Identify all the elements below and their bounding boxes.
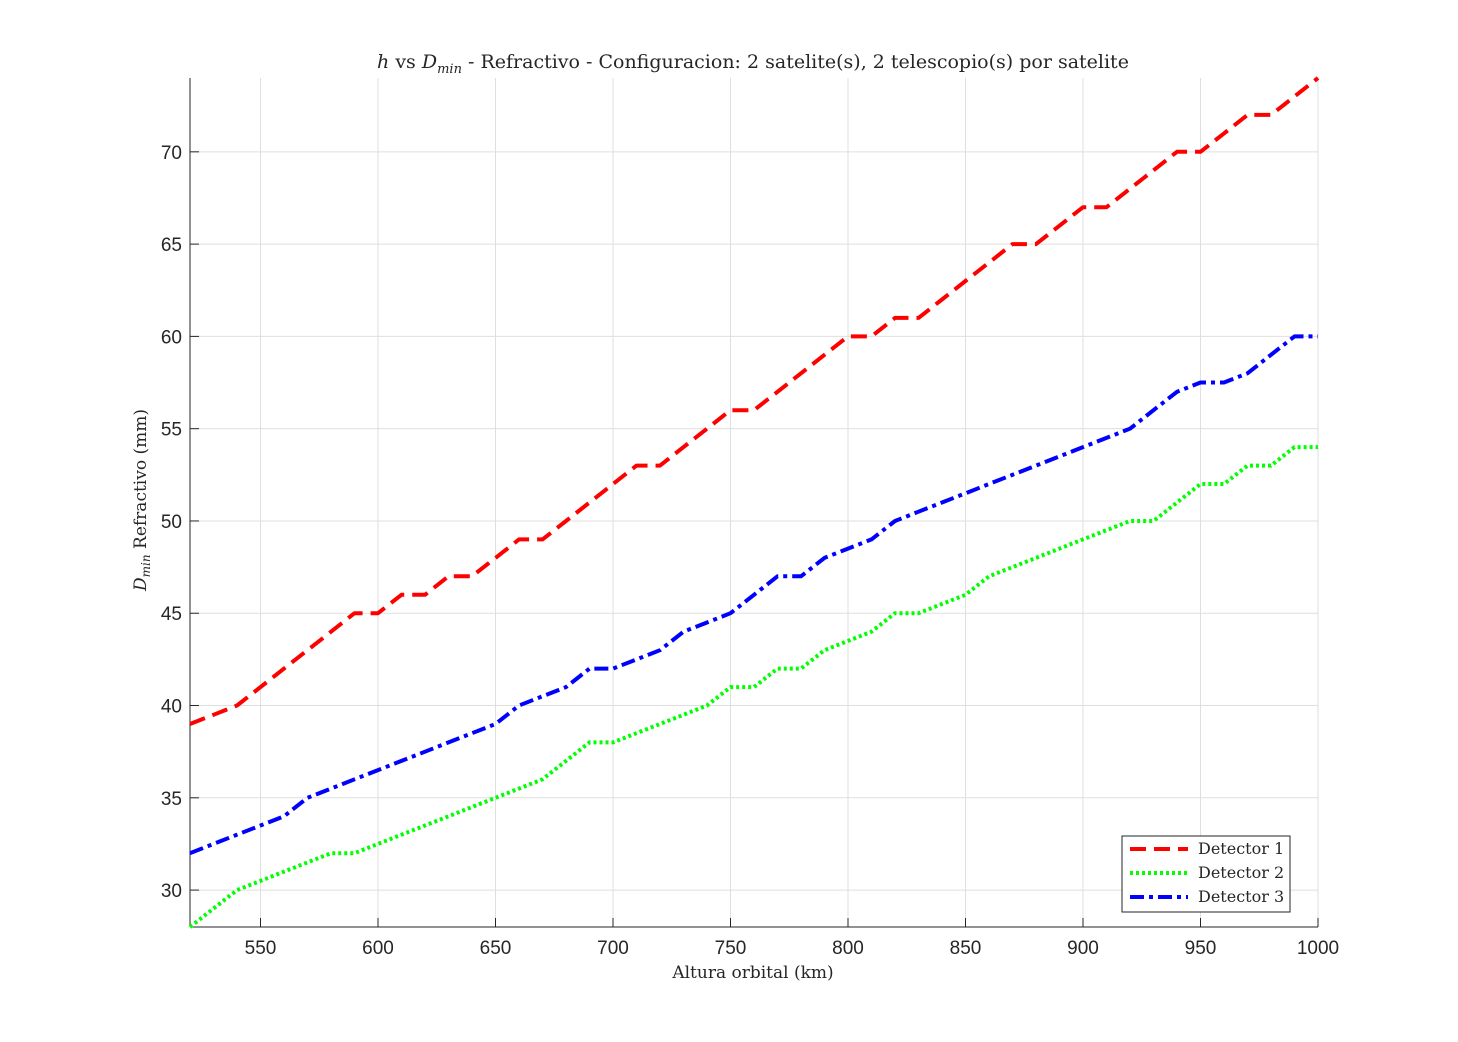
y-tick-label-70: 70	[161, 143, 182, 164]
x-tick-label-700: 700	[597, 938, 629, 959]
legend-label-detector-1: Detector 1	[1198, 839, 1284, 858]
plot-area: 550 600 650 700 750 800 850 900 950 1000 30 35 40 45 5…	[161, 76, 1339, 959]
title-vs: vs	[389, 51, 422, 73]
ylabel-d-sub: min	[139, 554, 153, 577]
y-tick-label-55: 55	[161, 420, 182, 441]
x-tick-label-850: 850	[950, 938, 982, 959]
chart-title: h vs Dmin - Refractivo - Configuracion: …	[377, 51, 1129, 77]
ylabel-rest: Refractivo (mm)	[131, 409, 151, 554]
x-tick-label-900: 900	[1067, 938, 1099, 959]
y-tick-label-60: 60	[161, 327, 182, 348]
series-line-detector-1	[189, 76, 1320, 726]
x-axis-label: Altura orbital (km)	[671, 963, 833, 983]
title-d: D	[421, 51, 437, 73]
y-tick-label-65: 65	[161, 235, 182, 256]
y-tick-label-45: 45	[161, 604, 182, 625]
x-tick-label-750: 750	[715, 938, 747, 959]
y-tick-label-35: 35	[161, 789, 182, 810]
x-tick-label-800: 800	[832, 938, 864, 959]
y-axis-label: Dmin Refractivo (mm)	[131, 409, 153, 592]
x-tick-label-950: 950	[1185, 938, 1217, 959]
series-line-detector-3	[189, 334, 1318, 856]
x-tick-label-650: 650	[480, 938, 512, 959]
legend: Detector 1 Detector 2 Detector 3	[1121, 835, 1291, 913]
x-tick-label-600: 600	[362, 938, 394, 959]
legend-label-detector-3: Detector 3	[1198, 887, 1284, 906]
title-h: h	[377, 51, 389, 73]
ylabel-d: D	[131, 577, 151, 592]
y-tick-label-30: 30	[161, 881, 182, 902]
legend-label-detector-2: Detector 2	[1198, 863, 1284, 882]
x-tick-label-1000: 1000	[1297, 938, 1339, 959]
x-tick-label-550: 550	[245, 938, 277, 959]
title-d-sub: min	[437, 62, 462, 77]
title-rest: - Refractivo - Configuracion: 2 satelite…	[462, 51, 1129, 73]
y-tick-label-40: 40	[161, 697, 182, 718]
y-tick-label-50: 50	[161, 512, 182, 533]
